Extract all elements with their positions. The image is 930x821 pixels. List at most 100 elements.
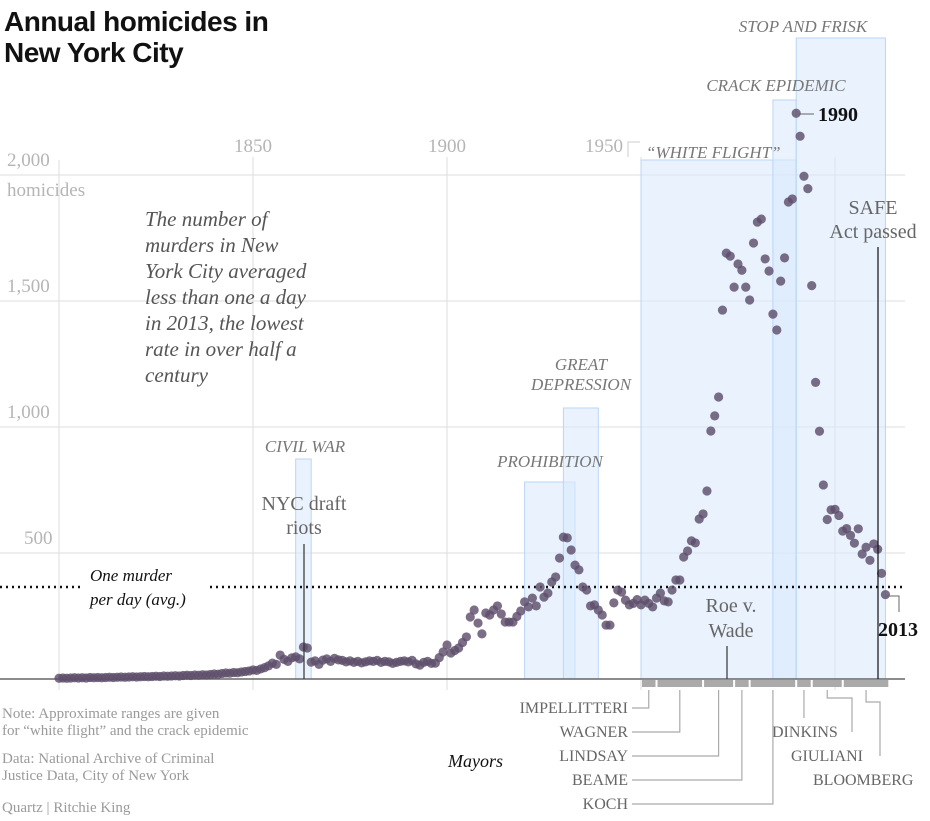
data-point-1986 (776, 276, 786, 286)
draft-riots-label-2: riots (286, 517, 322, 539)
data-point-1928 (551, 572, 561, 582)
band-great-depression (562, 407, 599, 680)
safe-label-2: Act passed (829, 221, 916, 243)
data-point-1993 (803, 184, 813, 194)
mayor-leader-koch (632, 690, 774, 805)
mayor-label: BLOOMBERG (813, 772, 914, 789)
data-point-1934 (574, 565, 584, 575)
data-point-1996 (814, 426, 825, 436)
mayor-label: GIULIANI (791, 748, 863, 765)
data-point-1913 (492, 601, 503, 611)
data-point-2012 (876, 568, 887, 579)
mayor-bar-dinkins (797, 680, 811, 687)
mayor-label: WAGNER (560, 724, 629, 741)
mayor-label: KOCH (583, 796, 629, 813)
data-point-1983 (764, 266, 774, 276)
data-point-1953 (648, 602, 658, 612)
draft-riots-label-1: NYC draft (262, 493, 347, 515)
data-point-1984 (768, 309, 778, 319)
data-point-1978 (745, 295, 755, 305)
data-point-1955 (655, 588, 666, 598)
data-point-1990 (791, 108, 801, 118)
mayor-label: DINKINS (772, 724, 838, 741)
description-line: in 2013, the lowest (145, 311, 305, 335)
data-point-1940 (597, 610, 607, 620)
data-point-1994 (807, 281, 817, 291)
data-point-1924 (535, 582, 545, 592)
reference-label-line1: One murder (90, 566, 172, 585)
data-point-2001 (834, 510, 844, 521)
era-bands (295, 37, 886, 680)
x-tick-1850: 1850 (234, 136, 272, 157)
mayor-leader-bloomberg (865, 690, 881, 756)
data-point-1973 (725, 251, 735, 261)
band-label-stop-and-frisk: STOP AND FRISK (739, 17, 869, 36)
y-tick-2000: 2,000 (7, 150, 50, 171)
data-point-1989 (787, 194, 797, 204)
data-point-1976 (737, 265, 747, 275)
data-point-1943 (609, 598, 619, 608)
mayor-leader-beame (632, 690, 743, 781)
data-point-2007 (857, 549, 867, 559)
data-point-1998 (822, 514, 832, 525)
band-white-flight (640, 159, 797, 680)
data-point-1862 (294, 654, 305, 664)
data-point-1932 (566, 545, 576, 555)
data-point-1922 (527, 593, 537, 603)
credit: Quartz | Ritchie King (2, 800, 131, 816)
mayor-leader-lindsay (632, 690, 720, 757)
data-point-1945 (617, 587, 627, 597)
band-label-white-flight: “WHITE FLIGHT” (646, 143, 781, 162)
mayor-labels: IMPELLITTERI WAGNER LINDSAY BEAME KOCH D… (520, 700, 914, 813)
description-text: The number of murders in New York City a… (145, 207, 307, 387)
data-point-2008 (861, 542, 871, 552)
data-point-1970 (714, 392, 724, 402)
data-point-1921 (523, 602, 534, 612)
safe-label-1: SAFE (849, 197, 898, 219)
mayor-bar-impellitteri (642, 680, 656, 687)
data-point-1914 (496, 609, 506, 619)
note-line2: for “white flight” and the crack epidemi… (2, 723, 249, 739)
data-points (54, 108, 891, 683)
description-line: The number of (145, 207, 271, 231)
data-point-1960 (675, 575, 685, 585)
data-point-2004 (845, 530, 856, 540)
description-line: York City averaged (145, 259, 307, 283)
data-point-1907 (469, 605, 479, 615)
white-flight-bracket (627, 141, 640, 157)
roe-label-1: Roe v. (706, 595, 757, 617)
y-axis-label: homicides (7, 180, 85, 201)
band-label-crack-epidemic: CRACK EPIDEMIC (706, 76, 846, 95)
data-point-2003 (842, 523, 852, 534)
last-leader (886, 595, 900, 612)
data-point-2009 (865, 555, 875, 565)
data-point-1929 (554, 553, 565, 563)
data-point-1964 (690, 538, 700, 548)
data-point-1957 (663, 597, 673, 607)
reference-label-background (82, 562, 210, 610)
x-tick-1950: 1950 (585, 136, 623, 157)
data-point-1936 (582, 585, 592, 595)
data-point-2013 (880, 589, 891, 600)
data-point-1931 (562, 533, 572, 543)
mayor-leader-wagner (632, 690, 681, 733)
data-point-1919 (516, 606, 526, 616)
data-point-1969 (710, 411, 720, 421)
data-point-1992 (799, 171, 809, 181)
data-point-1997 (818, 480, 828, 490)
data-point-1968 (706, 426, 716, 436)
peak-label: 1990 (818, 104, 858, 126)
data-point-1942 (605, 620, 615, 630)
x-tick-1900: 1900 (428, 136, 466, 157)
data-point-1958 (667, 585, 677, 595)
mayor-label: BEAME (572, 772, 628, 789)
y-tick-500: 500 (24, 528, 53, 549)
data-point-1966 (698, 509, 708, 519)
mayor-bar-beame (735, 680, 749, 687)
data-point-1974 (729, 282, 739, 292)
data-point-1987 (779, 253, 790, 263)
data-point-1923 (531, 601, 541, 611)
note-line1: Note: Approximate ranges are given (2, 706, 220, 722)
reference-label-line2: per day (avg.) (89, 590, 186, 609)
data-point-1962 (682, 546, 693, 556)
